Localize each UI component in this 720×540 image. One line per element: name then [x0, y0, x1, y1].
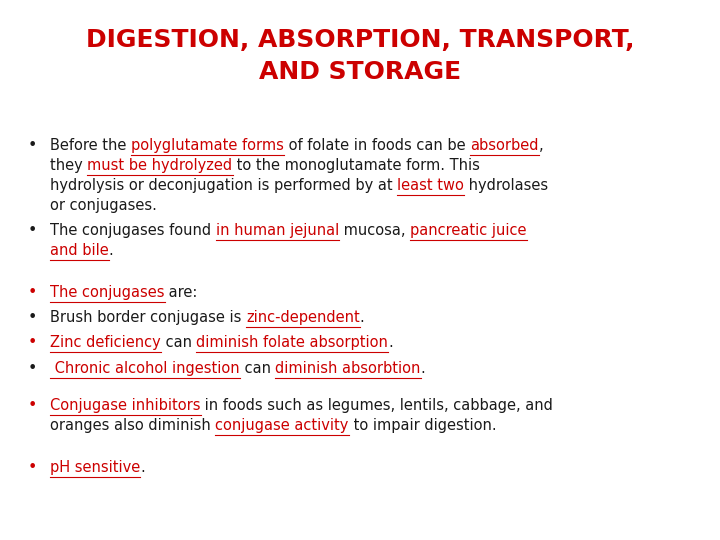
- Text: Conjugase inhibitors: Conjugase inhibitors: [50, 398, 200, 413]
- Text: absorbed: absorbed: [470, 138, 539, 153]
- Text: AND STORAGE: AND STORAGE: [259, 60, 461, 84]
- Text: Before the: Before the: [50, 138, 131, 153]
- Text: in foods such as legumes, lentils, cabbage, and: in foods such as legumes, lentils, cabba…: [200, 398, 554, 413]
- Text: •: •: [28, 138, 37, 153]
- Text: The conjugases: The conjugases: [50, 285, 164, 300]
- Text: •: •: [28, 285, 37, 300]
- Text: diminish absorbtion: diminish absorbtion: [275, 361, 420, 376]
- Text: to impair digestion.: to impair digestion.: [348, 418, 496, 433]
- Text: Zinc deficiency: Zinc deficiency: [50, 335, 161, 350]
- Text: ,: ,: [539, 138, 544, 153]
- Text: Brush border conjugase is: Brush border conjugase is: [50, 310, 246, 325]
- Text: .: .: [388, 335, 393, 350]
- Text: •: •: [28, 460, 37, 475]
- Text: or conjugases.: or conjugases.: [50, 198, 157, 213]
- Text: •: •: [28, 398, 37, 413]
- Text: in human jejunal: in human jejunal: [216, 223, 339, 238]
- Text: •: •: [28, 223, 37, 238]
- Text: can: can: [240, 361, 275, 376]
- Text: hydrolases: hydrolases: [464, 178, 548, 193]
- Text: oranges also diminish: oranges also diminish: [50, 418, 215, 433]
- Text: •: •: [28, 335, 37, 350]
- Text: The conjugases found: The conjugases found: [50, 223, 216, 238]
- Text: DIGESTION, ABSORPTION, TRANSPORT,: DIGESTION, ABSORPTION, TRANSPORT,: [86, 28, 634, 52]
- Text: .: .: [420, 361, 426, 376]
- Text: can: can: [161, 335, 197, 350]
- Text: pH sensitive: pH sensitive: [50, 460, 140, 475]
- Text: .: .: [360, 310, 364, 325]
- Text: and bile: and bile: [50, 243, 109, 258]
- Text: Chronic alcohol ingestion: Chronic alcohol ingestion: [50, 361, 240, 376]
- Text: .: .: [140, 460, 145, 475]
- Text: zinc-dependent: zinc-dependent: [246, 310, 360, 325]
- Text: .: .: [109, 243, 114, 258]
- Text: diminish folate absorption: diminish folate absorption: [197, 335, 388, 350]
- Text: conjugase activity: conjugase activity: [215, 418, 348, 433]
- Text: •: •: [28, 310, 37, 325]
- Text: least two: least two: [397, 178, 464, 193]
- Text: •: •: [28, 361, 37, 376]
- Text: of folate in foods can be: of folate in foods can be: [284, 138, 470, 153]
- Text: are:: are:: [164, 285, 198, 300]
- Text: pancreatic juice: pancreatic juice: [410, 223, 526, 238]
- Text: mucosa,: mucosa,: [339, 223, 410, 238]
- Text: must be hydrolyzed: must be hydrolyzed: [87, 158, 233, 173]
- Text: hydrolysis or deconjugation is performed by at: hydrolysis or deconjugation is performed…: [50, 178, 397, 193]
- Text: to the monoglutamate form. This: to the monoglutamate form. This: [233, 158, 480, 173]
- Text: polyglutamate forms: polyglutamate forms: [131, 138, 284, 153]
- Text: they: they: [50, 158, 87, 173]
